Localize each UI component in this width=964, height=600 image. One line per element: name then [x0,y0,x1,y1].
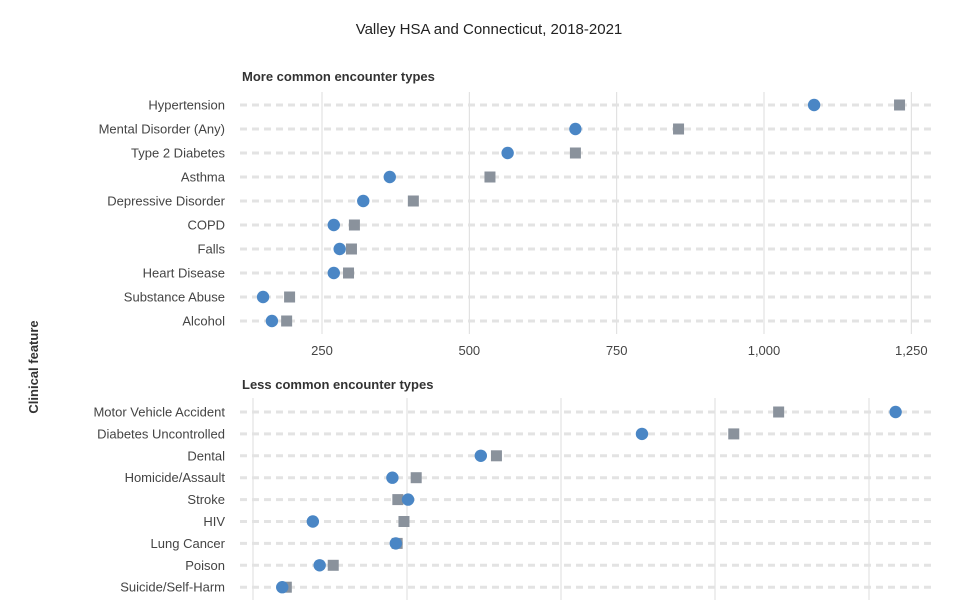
row-poison: Poison [185,558,932,573]
category-label: Type 2 Diabetes [131,146,225,161]
circle-point [383,170,396,184]
row-homicide-assault: Homicide/Assault [125,470,932,485]
square-point [281,315,293,327]
circle-point [327,266,340,280]
square-point [728,428,740,440]
row-copd: COPD [187,218,932,233]
circle-point [401,493,415,506]
row-dental: Dental [187,448,932,463]
row-stroke: Stroke [187,492,932,507]
row-depressive-disorder: Depressive Disorder [107,194,932,209]
square-point [327,559,339,571]
panel-more-common: More common encounter types Hypertension M… [99,69,932,358]
square-point [410,472,422,484]
x-tick-label: 750 [606,343,628,358]
row-mental-disorder-any: Mental Disorder (Any) [99,122,932,137]
category-label: Falls [198,242,226,257]
row-alcohol: Alcohol [182,314,932,329]
category-label: Lung Cancer [151,536,226,551]
x-tick-label: 1,000 [748,343,781,358]
category-label: Diabetes Uncontrolled [97,426,225,441]
row-diabetes-uncontrolled: Diabetes Uncontrolled [97,426,932,441]
category-label: Hypertension [148,98,225,113]
chart-title: Valley HSA and Connecticut, 2018-2021 [356,21,623,38]
circle-point [265,314,279,328]
circle-point [313,559,326,572]
square-point [773,406,785,418]
circle-point [386,471,399,484]
category-label: Suicide/Self-Harm [120,580,225,595]
row-falls: Falls [198,242,932,257]
panel-less-common: Less common encounter types Motor Vehicle… [93,377,932,600]
circle-point [807,98,821,112]
square-point [392,494,404,506]
circle-point [276,581,289,594]
square-point [348,219,360,231]
circle-point [569,122,582,136]
category-label: Motor Vehicle Accident [93,405,225,420]
circle-point [306,515,320,528]
square-point [343,267,355,279]
x-tick-label: 1,250 [895,343,928,358]
y-axis-title: Clinical feature [26,320,41,413]
row-substance-abuse: Substance Abuse [124,290,932,305]
row-hiv: HIV [203,514,932,529]
square-point [484,171,496,183]
square-point [407,195,419,207]
circle-point [889,405,902,419]
category-label: Heart Disease [143,266,225,281]
square-point [345,243,357,255]
square-point [569,147,581,159]
panel-title-less: Less common encounter types [242,377,433,392]
category-label: COPD [187,218,225,233]
category-label: Poison [185,558,225,573]
row-heart-disease: Heart Disease [143,266,932,281]
row-lung-cancer: Lung Cancer [151,536,932,551]
circle-point [327,218,340,232]
circle-point [501,146,514,160]
category-label: Depressive Disorder [107,194,225,209]
square-point [284,291,296,303]
circle-point [256,290,270,304]
category-label: Stroke [187,492,225,507]
category-label: Dental [187,448,225,463]
circle-point [474,449,487,462]
circle-point [333,242,346,256]
x-tick-label: 500 [458,343,480,358]
category-label: HIV [203,514,225,529]
category-label: Asthma [181,170,226,185]
square-point [398,516,410,527]
row-motor-vehicle-accident: Motor Vehicle Accident [93,405,932,420]
square-point [894,99,906,111]
category-label: Mental Disorder (Any) [99,122,225,137]
category-label: Homicide/Assault [125,470,226,485]
row-hypertension: Hypertension [148,98,932,113]
circle-point [357,194,370,208]
panel-title-more: More common encounter types [242,69,435,84]
circle-point [635,427,649,441]
category-label: Alcohol [182,314,225,329]
row-asthma: Asthma [181,170,932,185]
square-point [490,450,502,462]
row-suicide-self-harm: Suicide/Self-Harm [120,580,932,595]
row-type-2-diabetes: Type 2 Diabetes [131,146,932,161]
square-point [673,123,685,135]
circle-point [389,537,402,550]
x-tick-label: 250 [311,343,333,358]
category-label: Substance Abuse [124,290,225,305]
